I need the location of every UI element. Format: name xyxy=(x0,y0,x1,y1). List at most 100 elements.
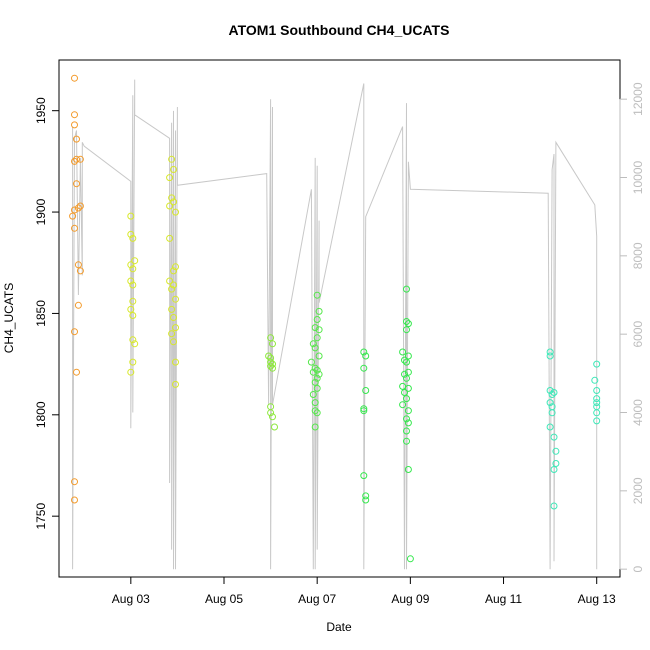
chart-title: ATOM1 Southbound CH4_UCATS xyxy=(229,22,450,38)
data-point xyxy=(76,202,84,210)
data-point xyxy=(404,407,412,415)
data-point xyxy=(267,409,275,417)
y2-tick-label: 10000 xyxy=(631,160,645,194)
data-point xyxy=(166,234,174,242)
data-point xyxy=(170,314,177,321)
y-axis: 1750 1800 1850 1900 1950 xyxy=(34,97,60,530)
data-point xyxy=(269,360,276,368)
data-point xyxy=(71,328,78,336)
data-point xyxy=(311,399,319,407)
data-point xyxy=(404,466,412,473)
data-point xyxy=(71,496,78,504)
data-point xyxy=(127,212,135,220)
data-point xyxy=(311,407,319,415)
data-point xyxy=(313,384,321,392)
data-point xyxy=(404,352,412,360)
data-point xyxy=(168,305,176,313)
data-point xyxy=(166,202,174,210)
data-point xyxy=(172,263,179,271)
data-point xyxy=(269,364,276,372)
data-point xyxy=(360,407,368,415)
data-point xyxy=(550,389,558,396)
data-point xyxy=(76,267,84,275)
data-point xyxy=(76,155,84,163)
data-point xyxy=(74,261,82,269)
data-point xyxy=(362,492,370,500)
data-point xyxy=(170,338,177,346)
data-point xyxy=(129,234,137,242)
data-point xyxy=(172,324,179,332)
data-point xyxy=(593,387,601,394)
data-point xyxy=(311,378,319,386)
data-point xyxy=(74,204,82,212)
data-point xyxy=(313,334,321,342)
data-point xyxy=(552,447,560,455)
data-point xyxy=(360,405,368,413)
data-point xyxy=(71,478,78,486)
data-point xyxy=(170,281,177,289)
y2-tick-label: 0 xyxy=(631,566,645,573)
data-point xyxy=(172,208,179,216)
data-point xyxy=(313,374,321,382)
data-point xyxy=(73,135,80,143)
data-point xyxy=(311,423,319,431)
y-tick-label: 1900 xyxy=(34,198,48,225)
y-tick-label: 1750 xyxy=(34,503,48,530)
data-point xyxy=(267,354,275,362)
y-tick-label: 1850 xyxy=(34,300,48,327)
data-point xyxy=(550,466,558,473)
data-point xyxy=(401,389,408,396)
data-point xyxy=(131,257,139,265)
data-point xyxy=(401,370,408,378)
data-point xyxy=(170,198,177,206)
data-point xyxy=(172,380,179,388)
data-point xyxy=(313,316,321,323)
data-point xyxy=(131,340,139,348)
data-point xyxy=(127,230,135,238)
data-point xyxy=(399,382,407,390)
data-point xyxy=(313,366,321,374)
data-point xyxy=(71,121,78,129)
data-point xyxy=(71,111,78,119)
data-point xyxy=(127,368,135,376)
data-point xyxy=(168,194,176,202)
data-point xyxy=(593,399,601,407)
data-point xyxy=(127,305,135,313)
data-point xyxy=(267,362,275,370)
data-point xyxy=(166,174,174,182)
data-point xyxy=(546,423,554,431)
data-point xyxy=(311,364,319,372)
data-point xyxy=(172,295,179,303)
data-point xyxy=(548,409,556,417)
data-point xyxy=(404,368,412,376)
data-point xyxy=(399,401,407,409)
data-point xyxy=(546,348,554,356)
data-point xyxy=(315,352,323,360)
data-point xyxy=(170,166,177,173)
data-point xyxy=(403,427,410,435)
data-point xyxy=(73,180,80,188)
data-point xyxy=(313,291,321,299)
y2-tick-label: 4000 xyxy=(631,399,645,426)
data-point xyxy=(546,387,554,394)
data-point xyxy=(265,352,273,360)
x-axis: Aug 03 Aug 05 Aug 07 Aug 09 Aug 11 Aug 13 xyxy=(112,576,616,606)
data-point xyxy=(362,496,370,504)
data-points xyxy=(69,74,601,563)
data-point xyxy=(129,312,137,319)
x-tick-label: Aug 09 xyxy=(391,592,429,606)
data-point xyxy=(362,387,370,394)
data-point xyxy=(168,285,176,293)
data-point xyxy=(546,352,554,360)
data-point xyxy=(403,285,410,293)
data-point xyxy=(127,277,135,285)
y2-axis: 0 2000 4000 6000 8000 10000 12000 xyxy=(619,82,645,573)
y2-tick-label: 8000 xyxy=(631,242,645,269)
data-point xyxy=(269,340,276,348)
data-point xyxy=(403,415,410,423)
y2-tick-label: 2000 xyxy=(631,477,645,504)
data-point xyxy=(129,358,137,366)
y2-tick-label: 6000 xyxy=(631,320,645,347)
secondary-line xyxy=(72,79,598,570)
data-point xyxy=(403,395,410,403)
